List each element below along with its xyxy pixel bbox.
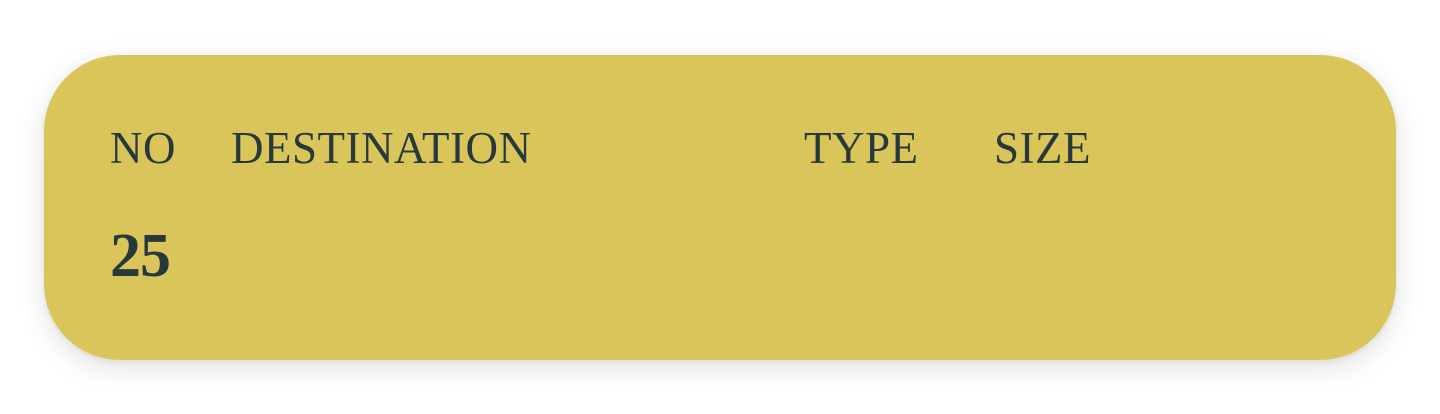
column-header-no: NO: [110, 123, 176, 173]
column-header-destination: DESTINATION: [231, 123, 532, 173]
column-header-type: TYPE: [804, 123, 919, 173]
column-header-size: SIZE: [994, 123, 1091, 173]
destination-table-card: [44, 55, 1396, 360]
cell-no: 25: [110, 222, 171, 290]
